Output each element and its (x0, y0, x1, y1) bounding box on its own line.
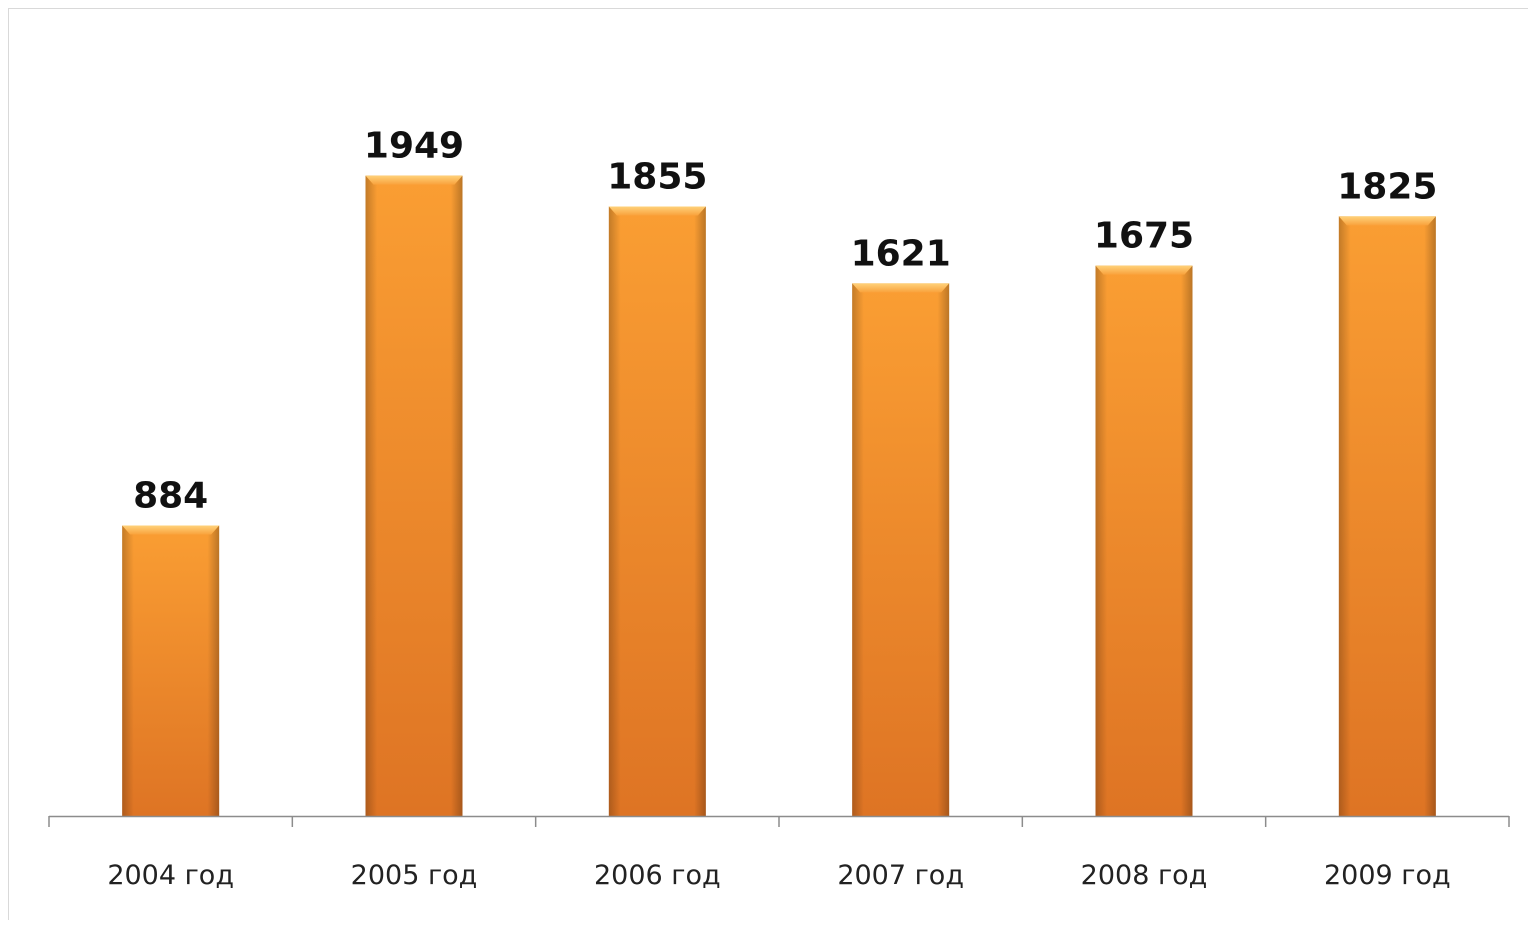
bar-shading (1095, 265, 1193, 817)
bar-shading (1338, 216, 1436, 816)
data-label: 1621 (851, 233, 951, 274)
bar-shading (608, 206, 706, 816)
bar-shading (852, 283, 950, 816)
bar-shading (122, 525, 220, 816)
bar-2008 (1095, 265, 1193, 817)
bar-2004 (122, 525, 220, 816)
x-tick-label: 2009 год (1324, 860, 1451, 891)
x-tick-label: 2008 год (1081, 860, 1208, 891)
x-tick-label: 2005 год (351, 860, 478, 891)
data-label: 1675 (1094, 216, 1194, 257)
bar-shading (365, 175, 463, 817)
data-label: 884 (133, 476, 208, 517)
x-tick-label: 2007 год (837, 860, 964, 891)
plot-area: 884 2004 год 1949 2005 год 1855 2006 год 1621 2… (48, 126, 1510, 891)
bar-bevel (365, 175, 463, 185)
x-tick-label: 2004 год (107, 860, 234, 891)
data-label: 1855 (607, 157, 707, 198)
bar-bevel (122, 525, 220, 535)
data-label: 1825 (1337, 166, 1437, 207)
bar-2005 (365, 175, 463, 817)
bar-2007 (852, 283, 950, 816)
x-tick-label: 2006 год (594, 860, 721, 891)
bar-2009 (1338, 216, 1436, 816)
bar-bevel (608, 206, 706, 216)
bar-2006 (608, 206, 706, 816)
chart-frame (8, 8, 1528, 920)
bar-bevel (852, 283, 950, 293)
bar-bevel (1095, 265, 1193, 275)
data-label: 1949 (364, 126, 464, 167)
bar-bevel (1338, 216, 1436, 226)
